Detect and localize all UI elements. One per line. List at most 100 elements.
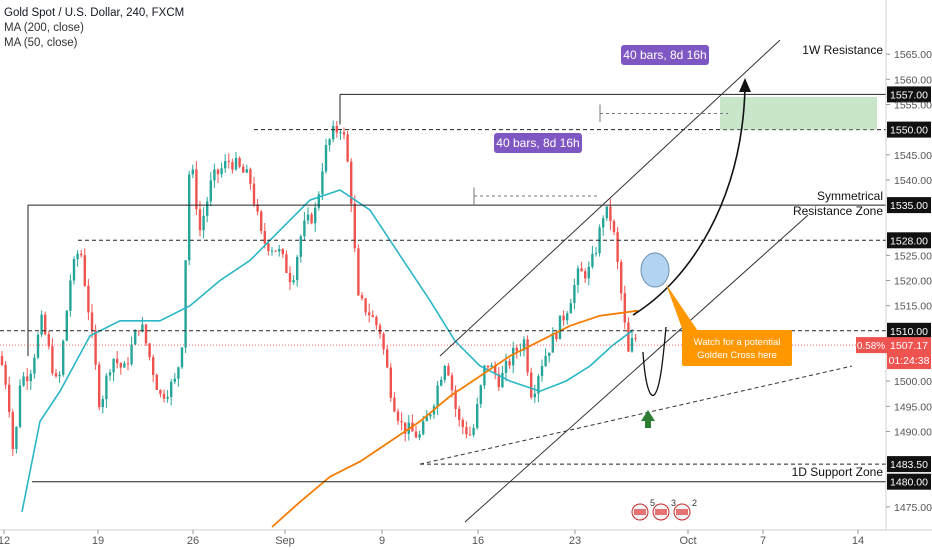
candle-body bbox=[472, 427, 475, 435]
candle-body bbox=[548, 352, 551, 356]
candle-body bbox=[274, 250, 277, 252]
candle-body bbox=[623, 293, 626, 323]
bars-badge-2: 40 bars, 8d 16h bbox=[496, 136, 579, 150]
candle-body bbox=[62, 340, 65, 375]
candle-body bbox=[630, 337, 634, 352]
candle-body bbox=[65, 310, 68, 341]
candle-body bbox=[0, 356, 4, 365]
price-label-box bbox=[887, 86, 931, 103]
bars-badge-1-bg bbox=[621, 45, 709, 65]
up-arrow-icon bbox=[641, 410, 655, 428]
candle-body bbox=[551, 333, 554, 353]
price-label: 1550.00 bbox=[890, 125, 928, 137]
candle-body bbox=[296, 256, 299, 281]
candle-body bbox=[569, 303, 572, 314]
candle-body bbox=[450, 375, 454, 391]
candle-body bbox=[198, 209, 202, 231]
candle-body bbox=[119, 363, 122, 368]
price-label: 1535.00 bbox=[890, 200, 928, 212]
candle-body bbox=[105, 375, 108, 400]
ma50-line bbox=[21, 189, 633, 513]
candle-body bbox=[580, 268, 583, 272]
golden-cross-ellipse bbox=[640, 252, 670, 288]
price-label: 1528.00 bbox=[890, 235, 928, 247]
candle-body bbox=[188, 174, 191, 261]
callout-line-2: Golden Cross here bbox=[697, 350, 777, 361]
candle-body bbox=[83, 255, 86, 286]
candle-body bbox=[620, 262, 623, 294]
candle-body bbox=[616, 232, 619, 262]
label-symmetrical: Symmetrical bbox=[817, 189, 883, 203]
event-flag-icon bbox=[634, 509, 646, 515]
candle-body bbox=[15, 426, 18, 449]
bars-badge-2-bg bbox=[494, 133, 582, 153]
support-trend-line bbox=[419, 365, 853, 465]
candle-body bbox=[476, 403, 479, 428]
price-tick-label: 1565.00 bbox=[894, 49, 932, 61]
drawings-layer bbox=[0, 39, 886, 528]
price-tick-label: 1555.00 bbox=[894, 100, 932, 112]
price-tick-label: 1560.00 bbox=[894, 74, 932, 86]
candle-body bbox=[98, 364, 101, 408]
candle-body bbox=[260, 211, 263, 231]
candle-body bbox=[504, 361, 508, 373]
last-price-box bbox=[887, 337, 931, 370]
candle-body bbox=[36, 334, 40, 358]
time-tick-label: 9 bbox=[379, 535, 385, 547]
candle-body bbox=[490, 365, 493, 368]
price-tick-label: 1515.00 bbox=[894, 301, 932, 313]
candle-body bbox=[220, 168, 223, 175]
candle-body bbox=[72, 259, 76, 281]
candle-body bbox=[540, 366, 544, 377]
candle-body bbox=[22, 376, 25, 386]
price-label: 1480.00 bbox=[890, 477, 928, 489]
candle-body bbox=[267, 243, 270, 251]
candle-body bbox=[33, 357, 36, 374]
candle-body bbox=[209, 180, 212, 202]
candle-body bbox=[558, 315, 562, 340]
projection-curve-up bbox=[632, 87, 746, 316]
candle-body bbox=[8, 384, 11, 412]
candle-body bbox=[303, 220, 306, 237]
candle-body bbox=[429, 414, 432, 417]
candle-body bbox=[324, 145, 328, 172]
time-tick-label: 23 bbox=[569, 535, 581, 547]
candle-body bbox=[152, 357, 155, 375]
candle-body bbox=[458, 408, 461, 420]
candle-body bbox=[332, 126, 335, 140]
candle-body bbox=[256, 204, 259, 212]
price-tick-label: 1540.00 bbox=[894, 175, 932, 187]
price-label-box bbox=[887, 121, 931, 138]
candle-body bbox=[108, 372, 112, 376]
candle-body bbox=[566, 313, 569, 321]
candle-body bbox=[69, 280, 72, 311]
candle-body bbox=[126, 363, 130, 365]
label-resistance-zone: Resistance Zone bbox=[793, 204, 883, 218]
candle-body bbox=[414, 431, 418, 438]
candle-body bbox=[440, 379, 443, 386]
candle-body bbox=[314, 207, 317, 224]
candle-body bbox=[479, 385, 482, 404]
candle-body bbox=[612, 221, 616, 232]
price-label: 1557.00 bbox=[890, 89, 928, 101]
candle-body bbox=[310, 214, 313, 224]
candle-body bbox=[234, 158, 238, 170]
candle-body bbox=[418, 434, 421, 438]
label-1d-support: 1D Support Zone bbox=[792, 465, 884, 479]
candle-body bbox=[90, 312, 94, 331]
channel-lower-line bbox=[464, 214, 809, 523]
candle-body bbox=[123, 363, 126, 368]
candle-body bbox=[159, 390, 162, 394]
candle-body bbox=[299, 236, 302, 257]
candle-body bbox=[285, 254, 288, 273]
price-tick-label: 1500.00 bbox=[894, 376, 932, 388]
candle-body bbox=[245, 169, 248, 173]
candle-body bbox=[393, 397, 396, 412]
candle-body bbox=[216, 169, 220, 175]
candle-body bbox=[148, 343, 151, 358]
candle-body bbox=[195, 169, 198, 210]
price-tick-label: 1545.00 bbox=[894, 150, 932, 162]
candle-body bbox=[573, 285, 576, 304]
